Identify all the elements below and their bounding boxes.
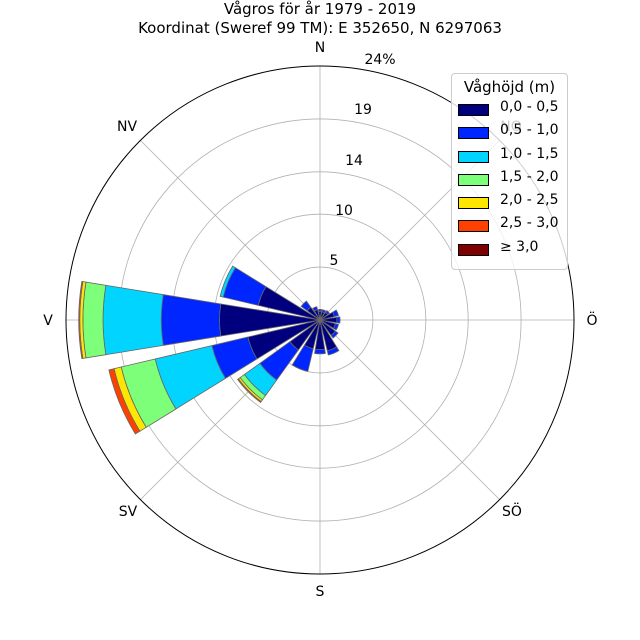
rose-bar-segment: [314, 348, 326, 355]
rose-bar-segment: [332, 323, 340, 331]
rose-bar-segment: [336, 316, 341, 324]
legend-item: 2,0 - 2,5: [452, 191, 567, 214]
rose-bar-segment: [82, 281, 107, 359]
radial-tick-label: 24%: [364, 52, 395, 68]
title-block: Vågros för år 1979 - 2019 Koordinat (Swe…: [0, 0, 640, 38]
legend-label: 1,0 - 1,5: [500, 145, 559, 162]
rose-bar-segment: [237, 378, 262, 403]
chart-title: Vågros för år 1979 - 2019: [223, 0, 417, 18]
legend-swatch: [458, 150, 489, 163]
rose-bar-segment: [330, 330, 339, 339]
rose-bar-segment: [300, 300, 312, 312]
legend-item: 0,5 - 1,0: [452, 121, 567, 144]
legend-swatch: [458, 104, 489, 116]
rose-bar-segment: [317, 309, 323, 313]
dir-label-n: N: [315, 40, 325, 56]
rose-bar-segment: [332, 309, 340, 318]
dir-label-sv: SV: [119, 504, 138, 520]
rose-bar-segment: [219, 265, 236, 298]
rose-bar-segment: [160, 294, 222, 346]
dir-label-s: S: [316, 584, 325, 600]
legend-swatch: [458, 173, 489, 186]
grid-spoke: [319, 319, 500, 500]
rose-bar-segment: [321, 309, 327, 314]
rose-bar-segment: [312, 306, 319, 312]
rose-bar-segment: [326, 346, 340, 356]
legend-item: 0,0 - 0,5: [452, 98, 567, 121]
legend-title: Våghöjd (m): [463, 78, 556, 96]
rose-bar-segment: [102, 284, 164, 356]
rose-bar-segment: [291, 344, 314, 372]
dir-label-v: V: [43, 313, 53, 329]
rose-bar-segment: [78, 280, 84, 360]
grid-spoke: [140, 140, 321, 321]
radial-tick-label: 19: [354, 102, 372, 118]
radial-tick-label: 10: [335, 203, 353, 219]
legend-swatch: [458, 127, 489, 140]
legend-item: 2,5 - 3,0: [452, 214, 567, 237]
legend-item: ≥ 3,0: [452, 238, 567, 261]
radial-tick-label: 5: [330, 253, 339, 269]
bars-layer: [78, 265, 341, 435]
legend-label: ≥ 3,0: [500, 238, 539, 255]
dir-label-o: Ö: [586, 311, 597, 329]
rose-bar-segment: [325, 310, 330, 315]
legend-label: 2,5 - 3,0: [500, 215, 559, 232]
legend-swatch: [458, 243, 489, 256]
legend-label: 2,0 - 2,5: [500, 192, 559, 209]
radial-tick-label: 14: [345, 153, 363, 169]
legend-item: 1,0 - 1,5: [452, 145, 567, 168]
dir-label-so: SÖ: [502, 502, 522, 520]
legend: Våghöjd (m) 0,0 - 0,5 0,5 - 1,0 1,0 - 1,…: [451, 73, 568, 270]
legend-label: 0,5 - 1,0: [500, 122, 559, 139]
legend-swatch: [458, 197, 489, 210]
outer-frame: [65, 65, 575, 575]
legend-swatch: [458, 220, 489, 233]
rose-bar-segment: [108, 368, 141, 435]
legend-label: 0,0 - 0,5: [500, 99, 559, 115]
legend-label: 1,5 - 2,0: [500, 168, 559, 185]
chart-subtitle: Koordinat (Sweref 99 TM): E 352650, N 62…: [138, 19, 502, 37]
dir-label-nv: NV: [117, 119, 137, 135]
legend-item: 1,5 - 2,0: [452, 168, 567, 191]
legend-rows: 0,0 - 0,5 0,5 - 1,0 1,0 - 1,5 1,5 - 2,0 …: [452, 98, 567, 261]
